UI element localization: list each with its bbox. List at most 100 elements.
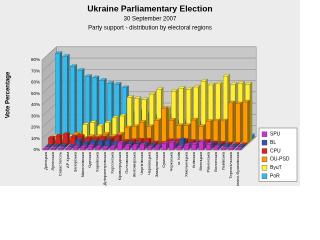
y-tick-label: 20%	[31, 125, 40, 130]
bar-front	[146, 147, 152, 151]
bar-front	[154, 120, 159, 144]
x-tick-label: Чернігівська	[139, 151, 144, 175]
bar-side	[249, 82, 253, 142]
bar-side	[62, 146, 65, 151]
bar-side	[158, 118, 161, 144]
y-tick-label: 80%	[31, 57, 40, 62]
bar	[176, 145, 184, 151]
bar-front	[65, 148, 71, 151]
bar-front	[183, 145, 189, 151]
bar-front	[70, 136, 76, 146]
bar	[205, 119, 213, 144]
bar-side	[247, 99, 250, 144]
bar	[146, 145, 154, 151]
bar-side	[210, 119, 213, 144]
y-tick-label: 70%	[31, 68, 40, 73]
bar-side	[230, 141, 233, 146]
x-tick-label: Полтавська	[124, 151, 129, 173]
legend-label: ByuT	[270, 165, 282, 171]
bar	[94, 145, 103, 151]
bar-side	[225, 146, 228, 151]
x-tick-label: Севастополь	[58, 152, 63, 176]
bar-front	[228, 102, 233, 144]
bar-side	[102, 139, 105, 149]
legend-swatch	[261, 173, 268, 179]
legend-label: BL	[270, 140, 276, 146]
bar-side	[52, 135, 55, 146]
y-tick-label: 0%	[33, 147, 40, 152]
bar-front	[191, 144, 197, 151]
bar-side	[203, 139, 206, 151]
bar-side	[227, 142, 231, 149]
bar-side	[74, 64, 77, 140]
bar	[235, 146, 243, 151]
bar-side	[59, 51, 63, 140]
bar-front	[139, 144, 145, 151]
bar-front	[161, 108, 167, 144]
bar-side	[47, 146, 51, 151]
bar-front	[213, 147, 219, 151]
bar	[198, 139, 206, 151]
bar-front	[154, 146, 160, 151]
bar-side	[166, 141, 169, 151]
page: Ukraine Parliamentary Election 30 Septem…	[0, 0, 300, 186]
x-tick-label: Луганська	[50, 151, 55, 170]
bar	[153, 118, 162, 144]
bar-side	[99, 145, 102, 151]
bar-side	[242, 144, 245, 149]
bar	[117, 140, 125, 151]
bar-side	[240, 101, 243, 144]
bar-side	[158, 144, 162, 151]
bar-front	[206, 144, 211, 151]
bar	[242, 99, 250, 144]
bar-front	[132, 145, 137, 151]
bar	[161, 141, 169, 151]
bar-front	[169, 142, 174, 151]
bar-side	[173, 140, 176, 151]
bar	[161, 106, 169, 144]
legend-swatch	[261, 156, 268, 163]
bar-front	[72, 147, 78, 151]
legend-swatch	[261, 165, 268, 171]
bar	[57, 146, 66, 151]
bar-front	[161, 143, 167, 151]
bar-front	[198, 141, 204, 151]
bar-side	[188, 143, 191, 151]
x-tick-label: Черкаська	[169, 151, 174, 171]
bar-side	[129, 143, 132, 151]
x-tick-label: Рівненська	[206, 151, 211, 172]
bar	[62, 132, 70, 146]
y-tick-label: 50%	[31, 91, 40, 96]
bar-side	[151, 124, 154, 144]
bar	[139, 142, 147, 151]
bar-front	[242, 101, 248, 144]
chart-title: Ukraine Parliamentary Election	[87, 3, 212, 13]
x-tick-label: Одеська	[87, 151, 92, 168]
bar-side	[151, 145, 154, 151]
bar-front	[62, 56, 68, 140]
x-tick-label: Харківська	[95, 151, 100, 172]
x-tick-label: Запорізька	[72, 151, 77, 172]
bar-side	[92, 144, 95, 151]
bar	[87, 144, 95, 151]
bar	[60, 143, 68, 149]
legend-box	[258, 127, 298, 182]
bar-side	[166, 106, 169, 144]
bar-side	[195, 117, 198, 144]
grid-line	[41, 46, 257, 61]
legend-label: SPU	[270, 132, 281, 138]
bar-side	[121, 140, 125, 151]
bar	[55, 51, 63, 140]
bar-side	[252, 133, 255, 140]
bar-side	[65, 143, 68, 149]
bar-side	[218, 145, 221, 151]
bar-front	[87, 146, 93, 151]
legend-swatch	[261, 148, 268, 154]
bar-side	[235, 144, 238, 149]
bar-side	[114, 144, 117, 151]
bar-side	[67, 54, 70, 140]
y-tick-label: 40%	[31, 102, 40, 107]
x-tick-label: Миколаївська	[80, 151, 85, 177]
bar-side	[67, 132, 70, 146]
bar-side	[245, 142, 248, 146]
